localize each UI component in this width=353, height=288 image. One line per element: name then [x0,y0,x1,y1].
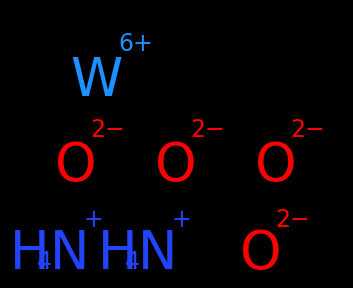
Text: 2−: 2− [90,118,125,142]
Text: 4: 4 [37,250,52,274]
Text: 2−: 2− [190,118,225,142]
Text: +: + [83,208,103,232]
Text: O: O [240,228,282,280]
Text: 4: 4 [125,250,140,274]
Text: 2−: 2− [275,208,310,232]
Text: O: O [155,140,197,192]
Text: +: + [171,208,191,232]
Text: W: W [70,55,122,107]
Text: 6+: 6+ [118,32,153,56]
Text: H: H [98,228,138,280]
Text: N: N [138,228,177,280]
Text: N: N [50,228,89,280]
Text: O: O [55,140,97,192]
Text: H: H [10,228,50,280]
Text: O: O [255,140,297,192]
Text: 2−: 2− [290,118,325,142]
